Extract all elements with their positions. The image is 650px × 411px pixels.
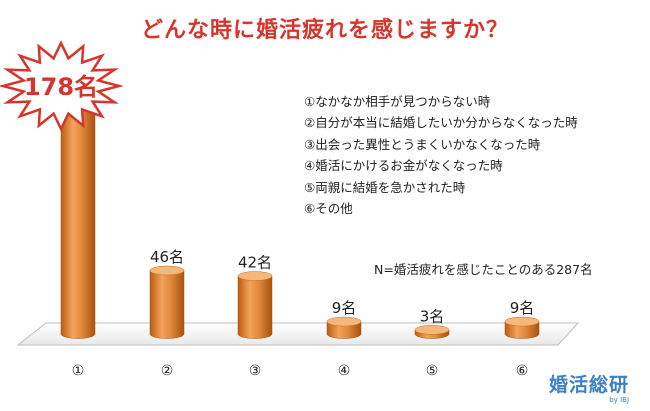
x-tick-label: ④ [338,363,351,379]
legend-item: ②自分が本当に結婚したいか分からなくなった時 [304,115,578,131]
x-tick-label: ⑥ [516,363,529,379]
x-tick-label: ⑤ [426,363,439,379]
legend-item: ①なかなか相手が見つからない時 [304,94,491,109]
logo: 婚活総研 by IBJ [549,370,629,404]
bar [237,271,273,339]
legend: ①なかなか相手が見つからない時 ②自分が本当に結婚したいか分からなくなった時 ③… [304,91,578,219]
data-label: 42名 [238,254,272,272]
bar [504,316,540,339]
logo-text: 婚活総研 [549,374,630,396]
logo-sub: by IBJ [609,396,630,404]
highlight-burst [0,40,124,132]
data-label: 46名 [150,248,184,266]
x-tick-label: ③ [249,363,262,379]
x-tick-label: ① [72,363,85,379]
chart-floor [16,322,580,346]
legend-item: ④婚活にかけるお金がなくなった時 [304,158,503,174]
data-label: 9名 [510,299,535,317]
bar [149,265,185,339]
bar [326,316,362,339]
data-label: 178名 [24,73,98,101]
sample-size-note: N=婚活疲れを感じたことのある287名 [374,262,593,277]
data-label: 9名 [332,299,357,317]
bar [414,325,450,339]
legend-item: ⑤両親に結婚を急かされた時 [304,179,466,195]
legend-item: ③出会った異性とうまくいかなくなった時 [304,136,541,152]
data-label: 3名 [420,307,445,325]
x-tick-label: ② [161,363,174,379]
legend-item: ⑥その他 [304,200,353,216]
chart-title: どんな時に婚活疲れを感じますか？ [140,18,509,43]
